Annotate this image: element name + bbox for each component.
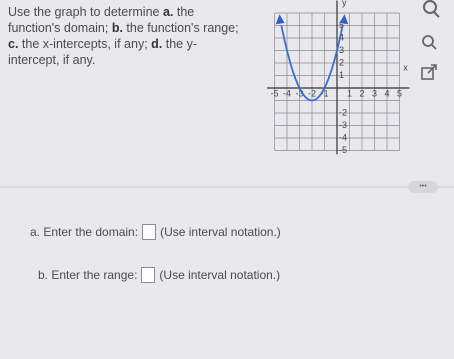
x-tick-label: -5 [270, 88, 278, 98]
y-tick-label: -4 [339, 132, 347, 142]
answer-row: b. Enter the range: (Use interval notatio… [38, 267, 280, 283]
x-tick-label: 5 [397, 88, 402, 98]
x-tick-label: 4 [384, 88, 389, 98]
answer-row: a. Enter the domain: (Use interval notati… [30, 224, 281, 240]
answer-box[interactable] [142, 224, 157, 240]
y-tick-label: 3 [339, 45, 344, 55]
question-text: c. [8, 37, 19, 51]
answer-box[interactable] [141, 267, 156, 283]
x-tick-label: -4 [283, 88, 291, 98]
y-tick-label: 5 [339, 20, 344, 30]
y-tick-label: 2 [339, 57, 344, 67]
question-text: Use the graph to determine [8, 5, 163, 19]
search-icon[interactable] [423, 0, 440, 18]
x-tick-label: 3 [372, 88, 377, 98]
x-tick-label: -3 [295, 88, 303, 98]
arrow [339, 14, 349, 25]
zoom-icon[interactable] [422, 35, 437, 50]
part-label: b. Enter the range: [38, 268, 138, 282]
x-axis-label: x [403, 62, 408, 72]
question-text: the function's range; [122, 21, 239, 35]
x-tick-label: -2 [308, 88, 316, 98]
question-text: a. [162, 5, 174, 19]
y-tick-label: 1 [339, 70, 344, 80]
part-hint: (Use interval notation.) [159, 268, 281, 282]
y-tick-label: 4 [339, 32, 344, 42]
arrow [275, 14, 285, 25]
question: Use the graph to determine a. the functi… [8, 4, 248, 68]
question-text: the y-intercept, if any. [8, 37, 197, 67]
question-text: the function's domain; [8, 5, 195, 35]
y-axis-label: y [342, 0, 347, 7]
question-text: the x-intercepts, if any; [18, 37, 152, 51]
part-label: a. Enter the domain: [30, 225, 139, 239]
y-tick-label: -3 [339, 120, 347, 130]
question-text: b. [111, 21, 123, 35]
x-tick-label: 2 [359, 88, 364, 98]
x-tick-label: -1 [320, 88, 328, 98]
y-tick-label: -5 [339, 145, 347, 155]
x-tick-label: 1 [347, 88, 352, 98]
more-button[interactable]: ••• [408, 181, 438, 193]
curve [280, 25, 344, 102]
question-text: d. [151, 37, 163, 51]
y-tick-label: -2 [339, 107, 347, 117]
open-icon[interactable] [421, 64, 437, 80]
part-hint: (Use interval notation.) [160, 225, 281, 239]
